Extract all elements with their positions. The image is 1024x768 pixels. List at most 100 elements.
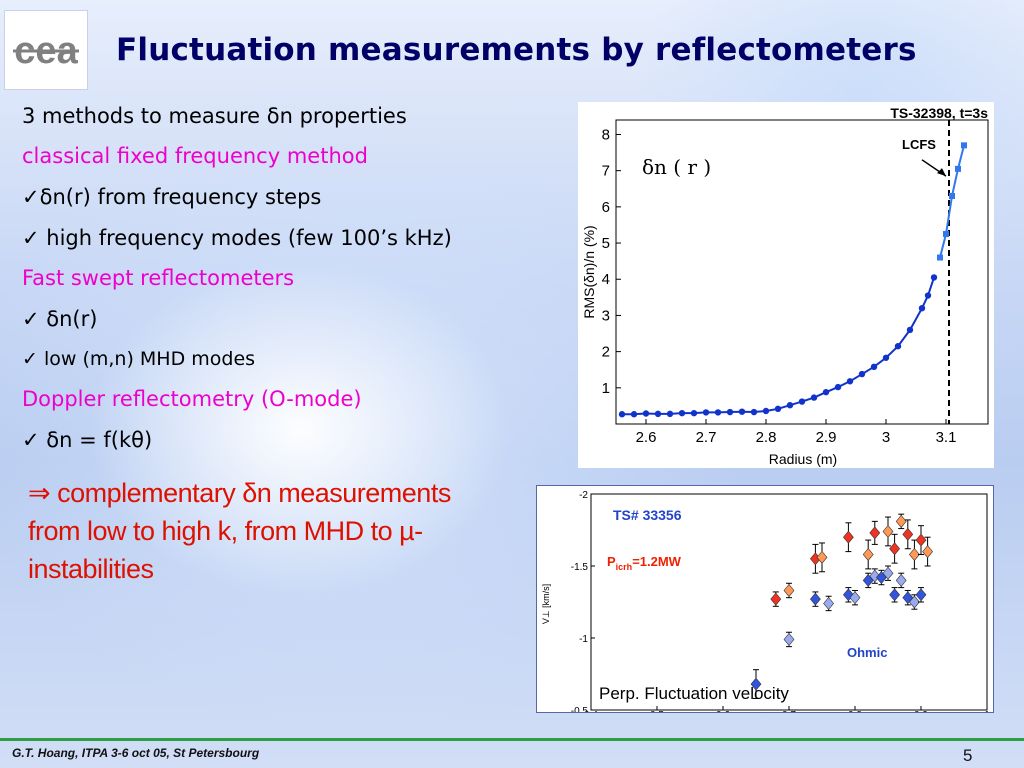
data-point — [889, 542, 900, 556]
bullet-high-frequency: ✓ high frequency modes (few 100’s kHz) — [22, 226, 452, 250]
data-point — [810, 592, 821, 606]
data-point — [849, 591, 861, 605]
x-tick-label: 0.7 — [782, 710, 796, 712]
bullet-frequency-steps: ✓δn(r) from frequency steps — [22, 185, 322, 209]
rms-profile-figure: TS-32398, t=3s LCFS δn ( r ) Radius (m) … — [578, 102, 994, 468]
data-point — [618, 411, 626, 418]
data-point — [654, 410, 662, 418]
data-point — [949, 193, 955, 199]
x-tick-label: 0.5 — [650, 710, 664, 712]
chart2-ticks: 0.40.50.60.70.80.91-2-1.5-1-0.5 — [571, 490, 990, 721]
data-point — [955, 165, 961, 172]
chart2-marks — [750, 513, 933, 699]
x-tick-label: 3.1 — [936, 429, 957, 446]
data-point — [915, 533, 927, 547]
y-tick-label: 4 — [602, 271, 610, 288]
x-tick-label: 0.9 — [914, 710, 928, 712]
data-point — [726, 408, 734, 416]
data-point — [642, 410, 650, 417]
conclusion-text: ⇒ complementary δn measurements from low… — [28, 478, 451, 584]
x-tick-label: 2.8 — [756, 429, 777, 446]
data-point — [882, 566, 894, 580]
footer-credit: G.T. Hoang, ITPA 3-6 oct 05, St Petersbo… — [12, 746, 260, 760]
legend-icrh: Picrh=1.2MW — [607, 554, 682, 572]
x-tick-label: 0.8 — [848, 710, 862, 712]
data-point — [870, 363, 878, 371]
chart1-marks — [618, 120, 967, 424]
series-line — [939, 145, 965, 258]
bullet-doppler: Doppler reflectometry (O-mode) — [22, 387, 362, 411]
x-tick-label: 1 — [984, 710, 990, 712]
data-point — [714, 409, 722, 416]
series-line — [622, 277, 935, 416]
rms-profile-chart: TS-32398, t=3s LCFS δn ( r ) Radius (m) … — [581, 105, 989, 467]
data-point — [909, 595, 920, 609]
bullet-dn-r: ✓ δn(r) — [22, 307, 98, 331]
y-tick-label: 1 — [602, 380, 610, 397]
data-point — [895, 514, 907, 528]
bullet-dn-k: ✓ δn = f(kθ) — [22, 428, 153, 452]
data-point — [816, 550, 828, 564]
data-point — [834, 383, 842, 391]
y-tick-label: -1 — [579, 634, 588, 645]
lcfs-arrowhead — [937, 168, 946, 177]
data-point — [822, 388, 830, 396]
bullet-classical: classical fixed frequency method — [22, 144, 368, 168]
data-point — [843, 530, 854, 544]
data-point — [750, 408, 758, 416]
chart1-ticks: 2.6 2.7 2.8 2.9 3 3.1 1 2 3 4 5 6 7 8 — [602, 126, 957, 446]
y-axis-label-2: V⊥ [km/s] — [541, 584, 551, 624]
data-point — [678, 409, 686, 417]
data-point — [666, 410, 674, 418]
data-point — [961, 142, 967, 149]
y-tick-label: 8 — [602, 126, 610, 143]
velocity-chart: TS# 33356 Picrh=1.2MW Ohmic Perp. Fluctu… — [541, 490, 990, 721]
velocity-figure: TS# 33356 Picrh=1.2MW Ohmic Perp. Fluctu… — [536, 485, 994, 721]
data-point — [882, 354, 890, 361]
data-point — [702, 409, 710, 416]
data-point — [770, 592, 782, 606]
data-point — [750, 677, 762, 691]
data-point — [869, 569, 881, 583]
x-axis-label: Radius (m) — [769, 451, 837, 467]
y-tick-label: 5 — [602, 235, 610, 252]
data-point — [783, 584, 795, 597]
data-point — [798, 398, 806, 405]
data-point — [918, 304, 926, 312]
data-point — [762, 407, 770, 415]
footer-rule — [0, 738, 1024, 741]
data-point — [862, 548, 874, 561]
data-point — [858, 370, 866, 378]
plot-frame-2 — [590, 493, 988, 711]
x-tick-label: 2.6 — [636, 429, 657, 446]
data-point — [895, 573, 907, 587]
data-point — [937, 254, 943, 261]
data-point — [823, 596, 834, 610]
page-number: 5 — [963, 746, 973, 765]
data-point — [846, 378, 854, 385]
x-tick-label: 2.9 — [816, 429, 837, 446]
bullet-mhd-modes: ✓ low (m,n) MHD modes — [22, 348, 256, 370]
y-tick-label: -0.5 — [571, 706, 589, 712]
data-point — [774, 405, 782, 412]
data-point — [902, 527, 914, 541]
y-tick-label: 7 — [602, 163, 610, 180]
data-point — [630, 411, 638, 418]
velocity-caption: Perp. Fluctuation velocity — [599, 684, 789, 703]
x-tick-label: 3 — [882, 429, 890, 446]
data-point — [783, 632, 795, 646]
bullet-fast-swept: Fast swept reflectometers — [22, 266, 295, 290]
data-point — [690, 409, 698, 417]
data-point — [943, 231, 949, 237]
data-point — [924, 292, 932, 299]
chart1-title: TS-32398, t=3s — [890, 105, 988, 121]
data-point — [894, 342, 902, 350]
data-point — [906, 326, 914, 334]
cea-logo: cea — [4, 10, 88, 90]
data-point — [915, 588, 927, 602]
y-tick-label: 3 — [602, 307, 610, 324]
x-tick-label: 2.7 — [696, 429, 717, 446]
y-tick-label: -1.5 — [571, 562, 589, 573]
y-axis-label: RMS(δn)/n (%) — [581, 225, 597, 318]
plot-frame — [615, 119, 989, 425]
